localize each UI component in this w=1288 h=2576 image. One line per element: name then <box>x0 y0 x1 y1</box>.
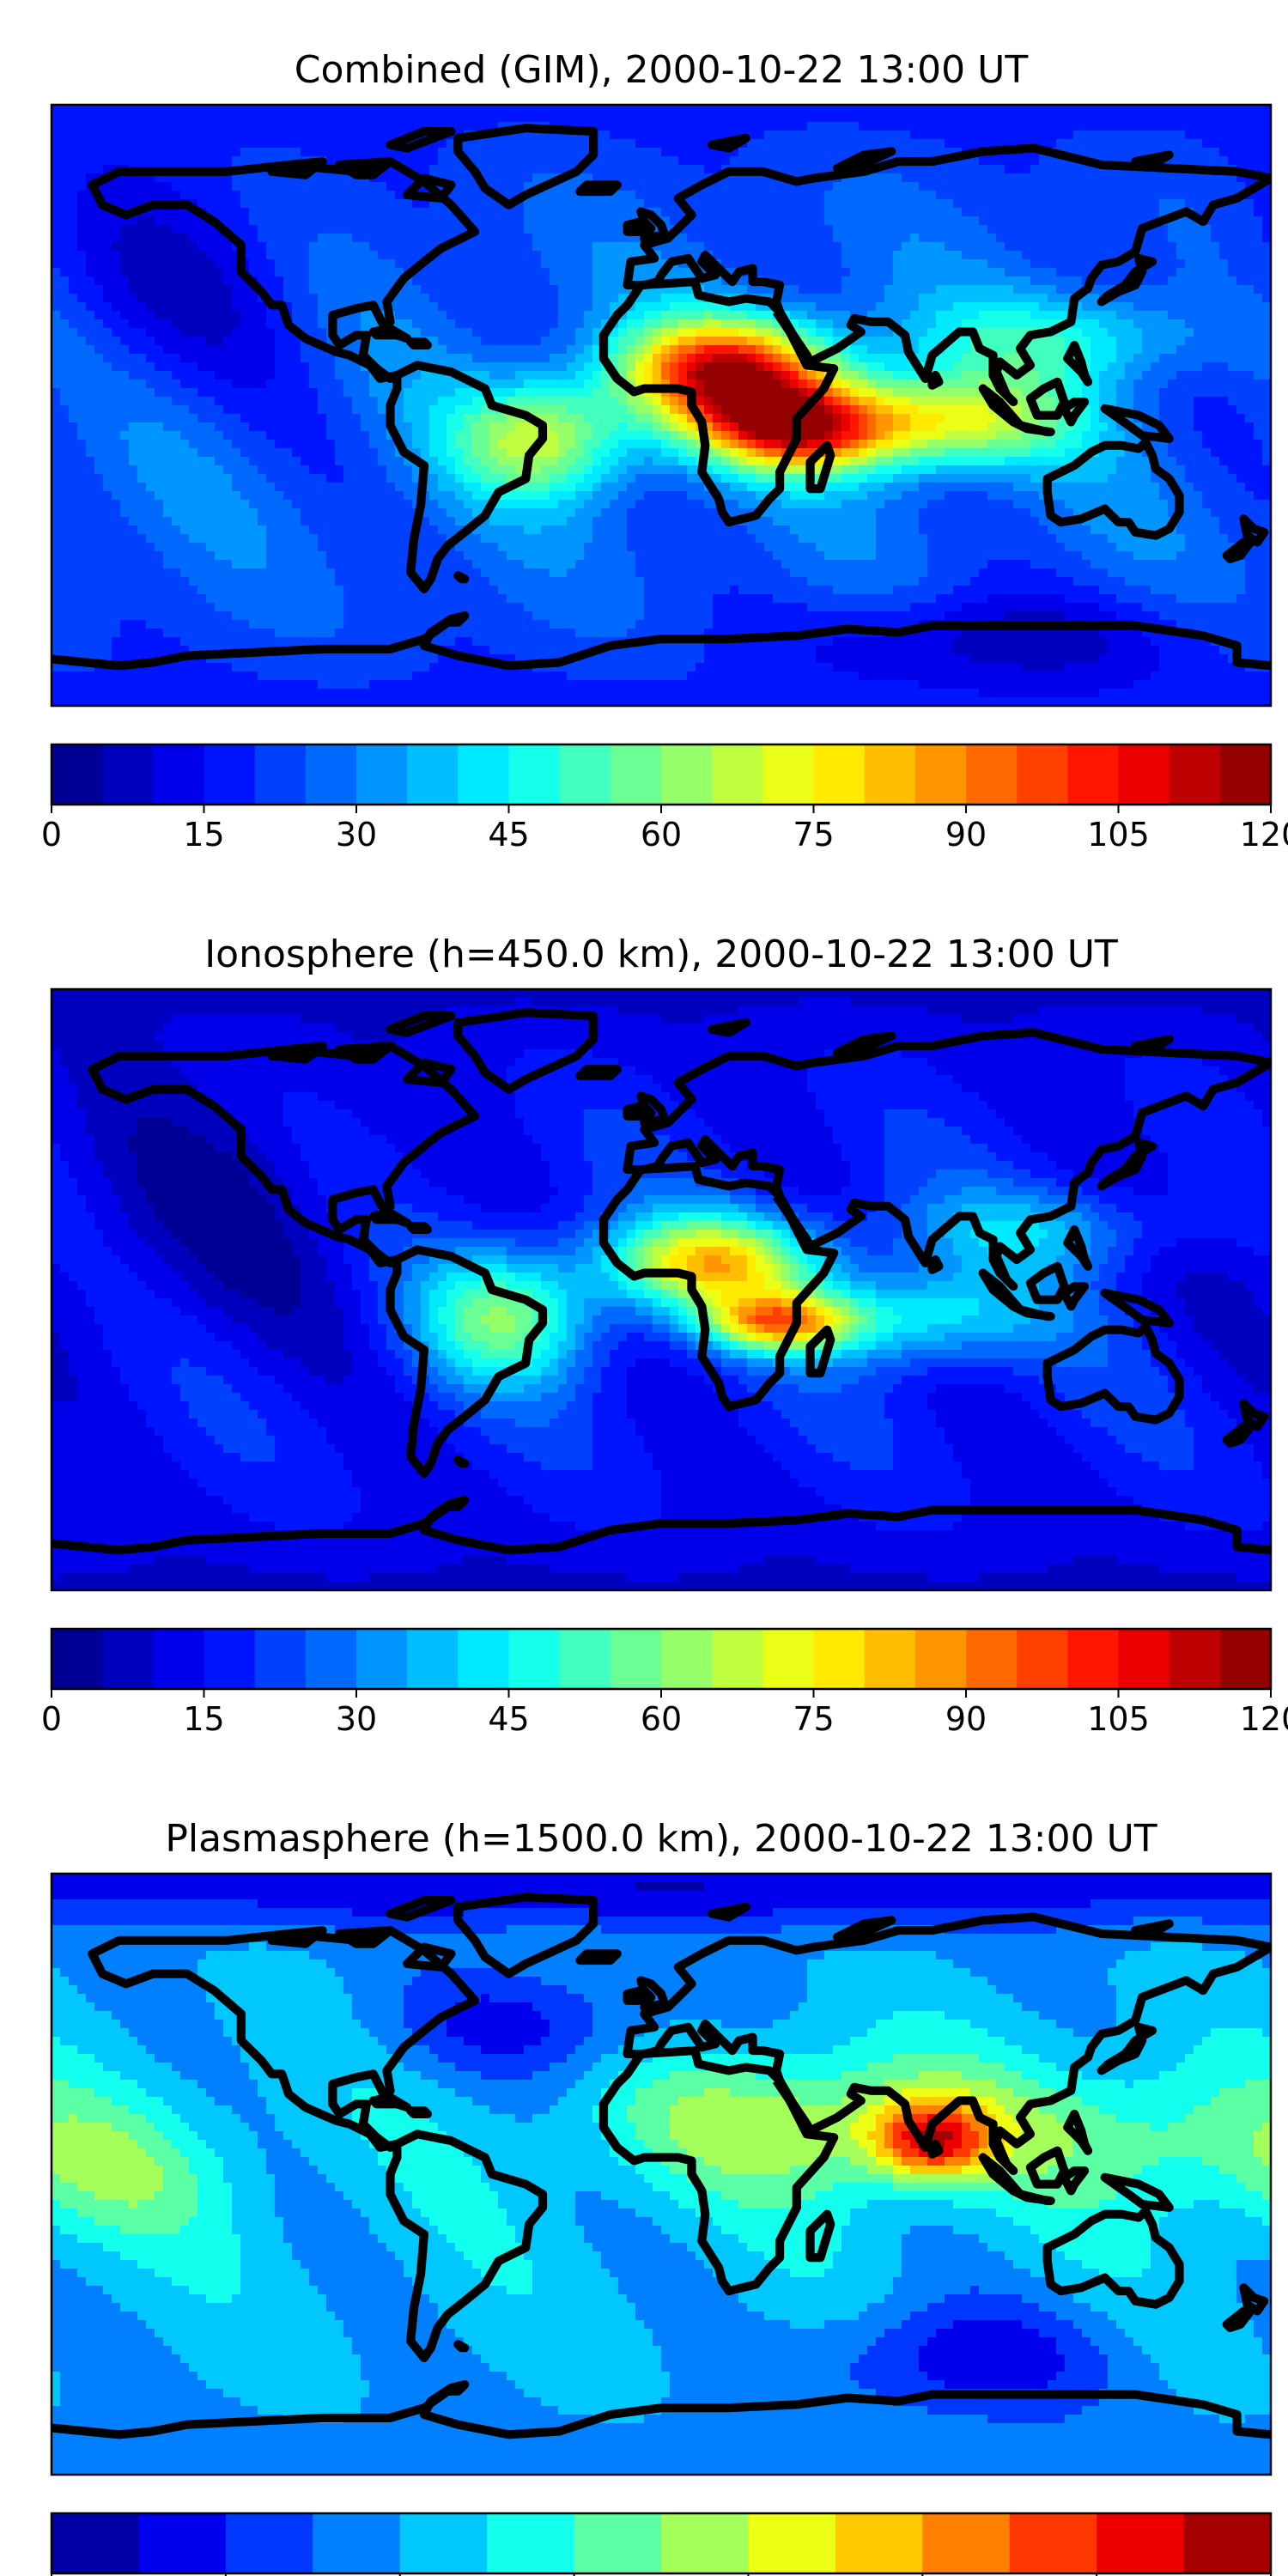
colorbar-segment <box>1067 1629 1119 1689</box>
colorbar-segment <box>52 744 103 805</box>
colorbar-segment <box>1017 1629 1068 1689</box>
colorbar-segment <box>966 1629 1018 1689</box>
colorbar-segment <box>356 744 408 805</box>
colorbar-tick-label: 75 <box>793 1700 834 1738</box>
colorbar-segment <box>661 1629 713 1689</box>
colorbar-segment <box>559 1629 611 1689</box>
colorbar-segment <box>922 2513 1011 2573</box>
colorbar-segment <box>661 2513 749 2573</box>
colorbar-segment <box>102 744 154 805</box>
colorbar-segment <box>813 744 866 805</box>
colorbar-segment <box>966 744 1018 805</box>
colorbar-tick-label: 45 <box>488 1700 529 1738</box>
map-panel-2: Ionosphere (h=450.0 km), 2000-10-22 13:0… <box>41 933 1288 1738</box>
colorbar-segment <box>254 1629 307 1689</box>
colorbar-segment <box>559 744 611 805</box>
colorbar-segment <box>661 744 713 805</box>
colorbar-segment <box>1219 1629 1272 1689</box>
colorbar: 0 15 30 45 60 75 90 105 120 <box>41 743 1288 854</box>
colorbar-segment <box>225 2513 313 2573</box>
map-title: Combined (GIM), 2000-10-22 13:00 UT <box>295 48 1029 92</box>
colorbar-segment <box>712 744 763 805</box>
colorbar-segment <box>407 744 459 805</box>
colorbar-tick-label: 30 <box>336 816 377 854</box>
colorbar-segment <box>1067 744 1119 805</box>
colorbar-tick-label: 105 <box>1087 1700 1150 1738</box>
colorbar-segment <box>305 1629 357 1689</box>
colorbar-segment <box>254 744 307 805</box>
colorbar-segment <box>153 1629 204 1689</box>
map-frame <box>50 103 1273 708</box>
colorbar-segment <box>458 744 509 805</box>
map-panel-1: Combined (GIM), 2000-10-22 13:00 UT 0 15 30… <box>41 48 1288 854</box>
colorbar-segment <box>153 744 204 805</box>
colorbar-segment <box>1219 744 1272 805</box>
map-title: Plasmasphere (h=1500.0 km), 2000-10-22 1… <box>165 1817 1157 1861</box>
colorbar-tick-label: 60 <box>641 1700 682 1738</box>
tec-contour-field <box>52 989 1271 1590</box>
colorbar: 05101520253035 <box>50 2512 1273 2576</box>
colorbar-segment <box>762 1629 814 1689</box>
colorbar-segment <box>835 2513 923 2573</box>
colorbar-segment <box>487 2513 575 2573</box>
colorbar-tick-label: 90 <box>945 816 987 854</box>
colorbar-segment <box>1017 744 1068 805</box>
colorbar-segment <box>508 1629 561 1689</box>
colorbar-segment <box>1118 744 1170 805</box>
colorbar-tick-label: 30 <box>336 1700 377 1738</box>
colorbar-segment <box>748 2513 836 2573</box>
colorbar-tick-label: 120 <box>1240 1700 1288 1738</box>
colorbar-segment <box>458 1629 509 1689</box>
colorbar-segment <box>864 744 916 805</box>
colorbar-tick-label: 45 <box>488 816 529 854</box>
map-frame <box>50 987 1273 1592</box>
colorbar-segment <box>1118 1629 1170 1689</box>
colorbar-tick-label: 120 <box>1240 816 1288 854</box>
map-panel-3: Plasmasphere (h=1500.0 km), 2000-10-22 1… <box>50 1817 1273 2576</box>
colorbar-tick-label: 0 <box>41 816 62 854</box>
colorbar-segment <box>610 744 662 805</box>
colorbar-tick-label: 15 <box>183 1700 224 1738</box>
colorbar-segment <box>813 1629 866 1689</box>
map-title: Ionosphere (h=450.0 km), 2000-10-22 13:0… <box>204 933 1118 976</box>
colorbar-segment <box>712 1629 763 1689</box>
colorbar-segment <box>1169 744 1221 805</box>
colorbar-tick-label: 90 <box>945 1700 987 1738</box>
colorbar-segment <box>102 1629 154 1689</box>
colorbar-tick-label: 15 <box>183 816 224 854</box>
colorbar-segment <box>305 744 357 805</box>
colorbar-segment <box>1097 2513 1185 2573</box>
colorbar-segment <box>52 1629 103 1689</box>
colorbar-segment <box>508 744 561 805</box>
tec-contour-field <box>52 1874 1271 2475</box>
map-frame <box>50 1872 1273 2476</box>
colorbar-tick-label: 105 <box>1087 816 1150 854</box>
colorbar-tick-label: 75 <box>793 816 834 854</box>
colorbar-segment <box>1009 2513 1097 2573</box>
colorbar: 0 15 30 45 60 75 90 105 120 <box>41 1627 1288 1738</box>
colorbar-segment <box>1169 1629 1221 1689</box>
colorbar-segment <box>762 744 814 805</box>
tec-contour-field <box>52 105 1271 706</box>
colorbar-segment <box>204 744 256 805</box>
colorbar-segment <box>356 1629 408 1689</box>
colorbar-segment <box>407 1629 459 1689</box>
colorbar-segment <box>610 1629 662 1689</box>
colorbar-segment <box>204 1629 256 1689</box>
colorbar-segment <box>138 2513 227 2573</box>
colorbar-tick-label: 0 <box>41 1700 62 1738</box>
colorbar-segment <box>399 2513 488 2573</box>
colorbar-frame <box>50 2512 1273 2575</box>
colorbar-segment <box>574 2513 662 2573</box>
colorbar-segment <box>914 1629 967 1689</box>
colorbar-tick-label: 60 <box>641 816 682 854</box>
colorbar-segment <box>52 2513 139 2573</box>
colorbar-segment <box>313 2513 401 2573</box>
colorbar-segment <box>1183 2513 1272 2573</box>
colorbar-segment <box>914 744 967 805</box>
colorbar-segment <box>864 1629 916 1689</box>
